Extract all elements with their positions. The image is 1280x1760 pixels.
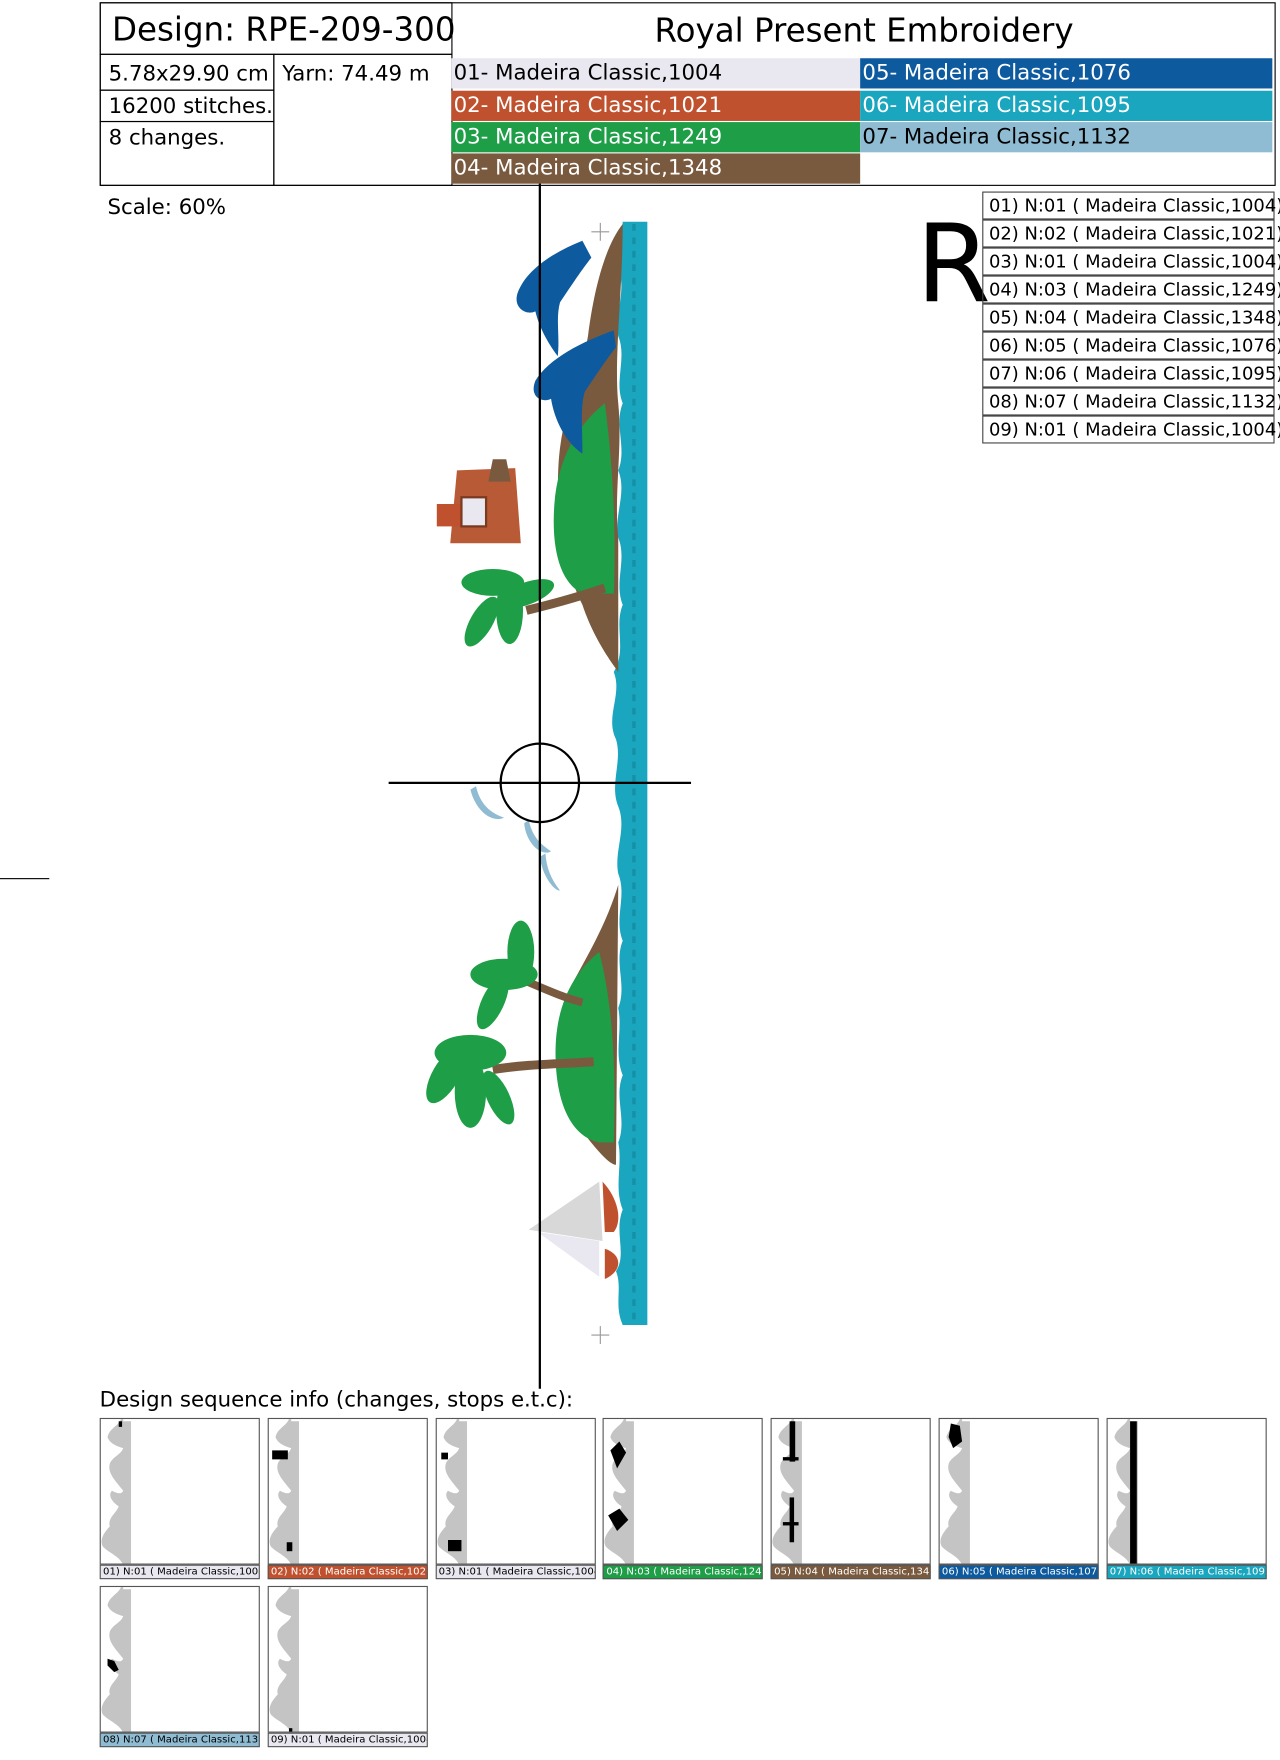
thumbnail-caption: 03) N:01 ( Madeira Classic,1004) — [435, 1564, 596, 1580]
color-chip: 05- Madeira Classic,1076 — [860, 58, 1273, 89]
sequence-item: 03) N:01 ( Madeira Classic,1004) — [982, 247, 1280, 276]
scale: Scale: 60% — [107, 194, 227, 220]
thumbnail-caption: 06) N:05 ( Madeira Classic,1076) — [938, 1564, 1099, 1580]
title: Royal Present Embroidery — [654, 11, 1074, 50]
orientation-letter: R — [916, 201, 991, 328]
sequence-item: 02) N:02 ( Madeira Classic,1021) — [982, 219, 1280, 248]
color-chip: 06- Madeira Classic,1095 — [860, 90, 1273, 121]
size: 5.78x29.90 cm — [99, 53, 275, 91]
thumbnail-caption: 04) N:03 ( Madeira Classic,1249) — [602, 1564, 764, 1580]
thumbnail-art — [940, 1419, 970, 1564]
thumbnail-caption: 02) N:02 ( Madeira Classic,1021) — [267, 1564, 428, 1580]
sequence-item: 04) N:03 ( Madeira Classic,1249) — [982, 275, 1280, 304]
thumbnail-caption: 05) N:04 ( Madeira Classic,1348) — [770, 1564, 931, 1580]
sequence-item: 06) N:05 ( Madeira Classic,1076) — [982, 331, 1280, 360]
thumbnail-art — [101, 1587, 132, 1732]
thumbnail-caption: 01) N:01 ( Madeira Classic,1004) — [99, 1564, 260, 1580]
color-chip: 01- Madeira Classic,1004 — [451, 58, 861, 89]
thumbnail-caption: 08) N:07 ( Madeira Classic,1132) — [99, 1732, 260, 1748]
design-id: Design: RPE-209-300 — [99, 2, 456, 55]
sequence-item: 09) N:01 ( Madeira Classic,1004) — [982, 415, 1280, 444]
sequence-item: 01) N:01 ( Madeira Classic,1004) — [982, 191, 1280, 220]
sequence-item: 05) N:04 ( Madeira Classic,1348) — [982, 303, 1280, 332]
thumbnail-art — [604, 1419, 635, 1564]
thumbnail — [1106, 1417, 1267, 1565]
thumbnail — [770, 1417, 931, 1565]
thumbnail-art — [269, 1587, 299, 1732]
color-chip: 03- Madeira Classic,1249 — [451, 122, 861, 153]
thumbnail — [267, 1585, 428, 1733]
margin-mark — [0, 878, 50, 880]
thumbnail — [938, 1417, 1099, 1565]
changes: 8 changes. — [99, 120, 275, 186]
yarn: Yarn: 74.49 m — [273, 53, 453, 186]
thumbnail — [602, 1417, 764, 1565]
color-chip: 07- Madeira Classic,1132 — [860, 122, 1273, 153]
design-preview — [388, 179, 692, 1389]
sequence-item: 07) N:06 ( Madeira Classic,1095) — [982, 359, 1280, 388]
thumbnail — [435, 1417, 596, 1565]
thumbnail-art — [772, 1419, 803, 1564]
color-chip: 04- Madeira Classic,1348 — [451, 153, 861, 184]
thumbnail-caption: 07) N:06 ( Madeira Classic,1095) — [1106, 1564, 1267, 1580]
sequence-item: 08) N:07 ( Madeira Classic,1132) — [982, 387, 1280, 416]
thumbnail — [99, 1417, 260, 1565]
thumbnail-art — [101, 1419, 132, 1564]
thumbnail-art — [269, 1419, 299, 1564]
thumbnail-caption: 09) N:01 ( Madeira Classic,1004) — [267, 1732, 428, 1748]
stitches: 16200 stitches. — [99, 89, 275, 123]
thumbnail — [99, 1585, 260, 1733]
thumbnail-art — [1108, 1419, 1138, 1564]
thumbnail — [267, 1417, 428, 1565]
color-chip: 02- Madeira Classic,1021 — [451, 90, 861, 121]
sequence-title: Design sequence info (changes, stops e.t… — [99, 1387, 574, 1413]
thumbnail-art — [437, 1419, 467, 1564]
